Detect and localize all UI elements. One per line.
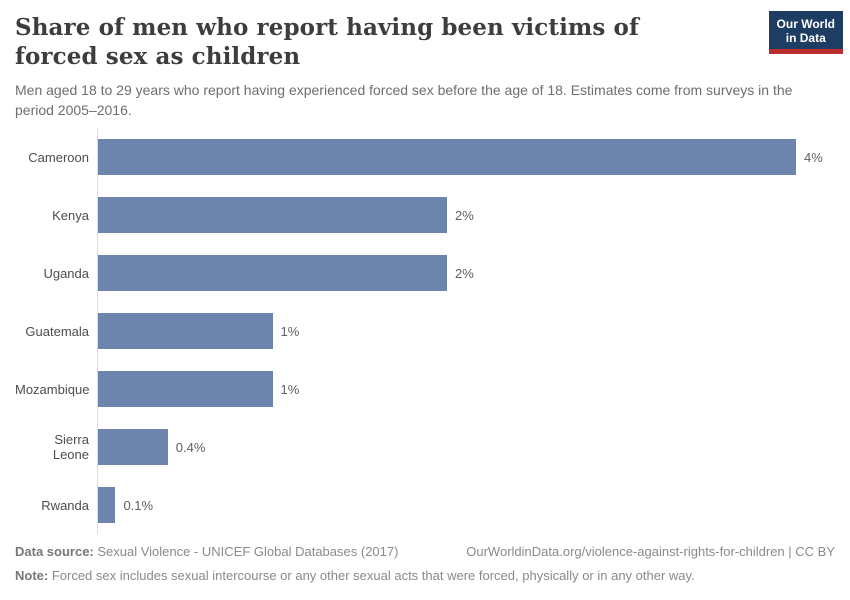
category-label: Kenya xyxy=(52,207,89,223)
footer-note: Note: Forced sex includes sexual interco… xyxy=(15,567,835,585)
bar-chart: Cameroon 4% Kenya 2% Uganda 2% Guatemala 1% Moza… xyxy=(0,128,850,535)
data-source-value: Sexual Violence - UNICEF Global Database… xyxy=(93,543,399,559)
bar-row: Cameroon 4% xyxy=(15,128,850,187)
bar-track: 0.4% xyxy=(97,418,850,477)
bar-track: 2% xyxy=(97,186,850,245)
header: Share of men who report having been vict… xyxy=(0,0,850,120)
bar-rows: Cameroon 4% Kenya 2% Uganda 2% Guatemala 1% Moza… xyxy=(15,128,850,535)
bar-row: Guatemala 1% xyxy=(15,302,850,361)
bar-row: Sierra Leone 0.4% xyxy=(15,418,850,477)
value-label: 0.1% xyxy=(123,497,154,513)
value-label: 4% xyxy=(804,149,823,165)
category-label: Mozambique xyxy=(15,381,90,397)
bar[interactable] xyxy=(98,487,116,524)
chart-title: Share of men who report having been vict… xyxy=(15,14,639,70)
value-label: 1% xyxy=(280,323,300,339)
bar[interactable] xyxy=(98,139,796,176)
bar-track: 4% xyxy=(97,128,850,187)
category-label: Guatemala xyxy=(25,323,89,339)
bar[interactable] xyxy=(98,313,273,350)
bar-track: 1% xyxy=(97,302,850,361)
bar-track: 2% xyxy=(97,244,850,303)
category-label: Sierra Leone xyxy=(52,432,89,463)
category-label: Cameroon xyxy=(28,149,89,165)
data-source: Data source: Sexual Violence - UNICEF Gl… xyxy=(15,543,398,561)
category-label: Uganda xyxy=(43,265,89,281)
bar-track: 0.1% xyxy=(97,476,850,535)
bar[interactable] xyxy=(98,371,273,408)
bar-row: Rwanda 0.1% xyxy=(15,476,850,535)
footer: Data source: Sexual Violence - UNICEF Gl… xyxy=(15,543,835,585)
bar-track: 1% xyxy=(97,360,850,419)
category-label: Rwanda xyxy=(41,497,89,513)
value-label: 1% xyxy=(280,381,300,397)
data-source-label: Data source: xyxy=(15,543,94,559)
value-label: 0.4% xyxy=(175,439,206,455)
title-row: Share of men who report having been vict… xyxy=(15,11,843,72)
attribution-link[interactable]: OurWorldinData.org/violence-against-righ… xyxy=(466,543,835,559)
note-label: Note: xyxy=(15,568,49,584)
bar-row: Uganda 2% xyxy=(15,244,850,303)
chart-subtitle: Men aged 18 to 29 years who report havin… xyxy=(15,81,793,118)
bar[interactable] xyxy=(98,255,447,292)
value-label: 2% xyxy=(455,207,474,223)
owid-logo[interactable]: Our World in Data xyxy=(768,11,843,54)
bar[interactable] xyxy=(98,197,447,234)
owid-logo-line2: in Data xyxy=(785,31,826,45)
footer-line1: Data source: Sexual Violence - UNICEF Gl… xyxy=(15,543,835,561)
owid-logo-line1: Our World xyxy=(776,17,835,31)
bar-row: Kenya 2% xyxy=(15,186,850,245)
value-label: 2% xyxy=(455,265,474,281)
bar-row: Mozambique 1% xyxy=(15,360,850,419)
bar[interactable] xyxy=(98,429,168,466)
note-value: Forced sex includes sexual intercourse o… xyxy=(48,568,695,584)
